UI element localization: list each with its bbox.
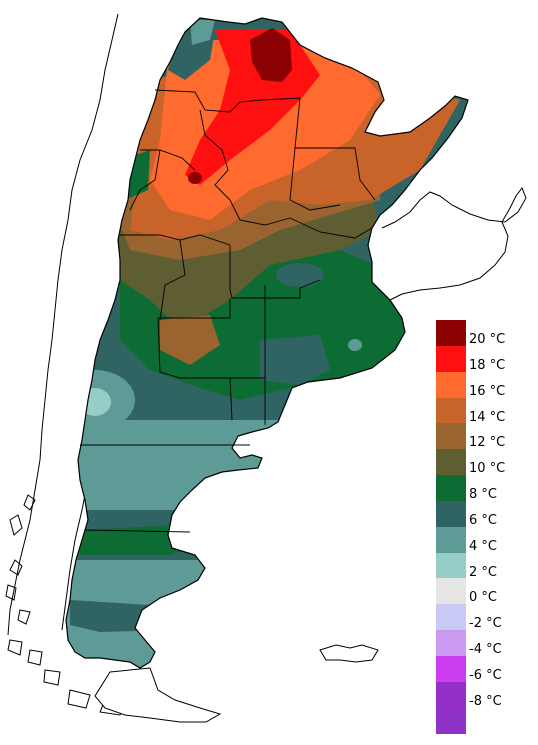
legend-swatch bbox=[436, 655, 466, 682]
legend-entry: -8 °C bbox=[436, 681, 536, 709]
legend-entry: -6 °C bbox=[436, 655, 536, 683]
legend-entry: 14 °C bbox=[436, 397, 536, 425]
legend-label: 8 °C bbox=[469, 487, 497, 503]
legend-label: -4 °C bbox=[469, 642, 502, 658]
legend-label: 20 °C bbox=[469, 332, 506, 347]
legend-swatch bbox=[436, 449, 466, 476]
legend-swatch bbox=[436, 707, 466, 734]
legend-swatch bbox=[436, 475, 466, 501]
legend-entry: 16 °C bbox=[436, 371, 536, 399]
legend-label: 0 °C bbox=[469, 590, 497, 606]
legend-entry: 2 °C bbox=[436, 552, 536, 580]
legend-label: -8 °C bbox=[469, 693, 502, 709]
legend-bottom-swatch bbox=[436, 707, 536, 734]
legend-swatch bbox=[436, 320, 466, 346]
legend-swatch bbox=[436, 681, 466, 708]
legend-label: -6 °C bbox=[469, 667, 502, 683]
legend-entry: 4 °C bbox=[436, 526, 536, 554]
legend-entry: 20 °C bbox=[436, 320, 536, 346]
legend-swatch bbox=[436, 371, 466, 398]
legend-swatch bbox=[436, 526, 466, 553]
falkland-islands bbox=[319, 644, 379, 663]
legend-label: 12 °C bbox=[469, 435, 506, 451]
legend-swatch bbox=[436, 397, 466, 424]
legend-swatch bbox=[436, 578, 466, 605]
temperature-legend: 20 °C 18 °C 16 °C 14 °C 12 °C 10 °C 8 °C 6 °C 4 … bbox=[436, 320, 536, 734]
legend-entry: -4 °C bbox=[436, 630, 536, 656]
legend-label: 2 °C bbox=[469, 564, 497, 580]
legend-entry: 18 °C bbox=[436, 345, 536, 373]
legend-swatch bbox=[436, 500, 466, 527]
legend-label: -2 °C bbox=[469, 616, 502, 632]
legend-label: 10 °C bbox=[469, 461, 506, 477]
tierra-del-fuego-outline bbox=[94, 667, 222, 723]
legend-swatch bbox=[436, 630, 466, 656]
legend-label: 6 °C bbox=[469, 512, 497, 528]
legend-swatch bbox=[436, 423, 466, 450]
legend-entry: -2 °C bbox=[436, 604, 536, 630]
uruguay-outline bbox=[381, 186, 527, 301]
legend-entry: 12 °C bbox=[436, 423, 536, 449]
province-boundaries bbox=[80, 89, 376, 533]
legend-swatch bbox=[436, 552, 466, 579]
legend-label: 16 °C bbox=[469, 383, 506, 399]
legend-swatch bbox=[436, 345, 466, 372]
legend-label: 4 °C bbox=[469, 538, 497, 554]
legend-entry: 8 °C bbox=[436, 475, 536, 501]
legend-label: 18 °C bbox=[469, 357, 506, 373]
legend-entry: 0 °C bbox=[436, 578, 536, 604]
legend-label: 14 °C bbox=[469, 409, 506, 425]
legend-swatch bbox=[436, 604, 466, 631]
legend-entry: 6 °C bbox=[436, 500, 536, 528]
legend-entry: 10 °C bbox=[436, 449, 536, 475]
